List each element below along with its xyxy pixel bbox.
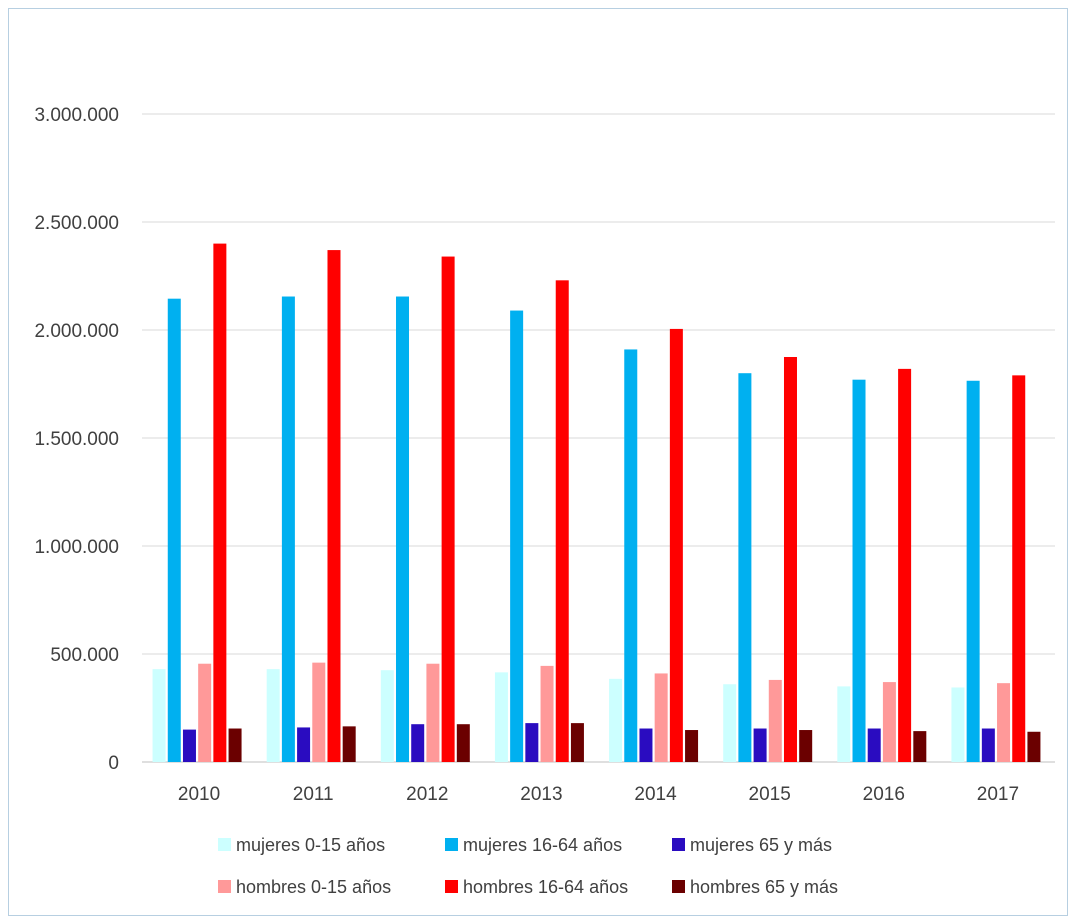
bar — [327, 250, 341, 762]
legend-label: hombres 0-15 años — [236, 877, 391, 897]
bar — [867, 728, 881, 762]
bar — [966, 380, 980, 762]
y-tick-label: 1.500.000 — [34, 429, 119, 450]
gridlines — [142, 113, 1055, 763]
bar — [1027, 731, 1041, 762]
bar — [396, 296, 410, 762]
bar — [639, 728, 653, 762]
bar — [799, 730, 813, 762]
bar — [624, 349, 638, 762]
bar — [297, 727, 311, 762]
bar — [852, 379, 866, 762]
legend-label: mujeres 0-15 años — [236, 835, 385, 855]
bar — [981, 728, 995, 762]
bar — [266, 669, 280, 762]
x-tick-label: 2016 — [863, 784, 905, 805]
bar — [738, 373, 752, 762]
legend-swatch — [672, 880, 685, 893]
y-tick-label: 2.000.000 — [34, 321, 119, 342]
bar — [167, 298, 181, 762]
bars — [152, 243, 1041, 763]
bar — [525, 723, 539, 762]
bar — [837, 686, 851, 762]
bar — [753, 728, 767, 762]
legend-label: mujeres 16-64 años — [463, 835, 622, 855]
bar — [228, 728, 242, 762]
legend-swatch — [672, 838, 685, 851]
bar — [380, 670, 394, 762]
bar — [997, 683, 1011, 762]
bar — [951, 687, 965, 762]
bar — [1012, 375, 1026, 762]
y-axis-tick-labels: 0 500.000 1.000.000 1.500.000 2.000.000 2.500… — [34, 105, 119, 774]
bar — [913, 731, 927, 762]
bar — [456, 724, 470, 762]
legend-swatch — [218, 838, 231, 851]
chart-frame — [8, 8, 1068, 916]
legend-label: hombres 16-64 años — [463, 877, 628, 897]
bar — [494, 672, 508, 762]
y-tick-label: 2.500.000 — [34, 213, 119, 234]
y-tick-label: 1.000.000 — [34, 537, 119, 558]
bar — [213, 243, 227, 763]
bar — [441, 256, 455, 762]
legend-label: mujeres 65 y más — [690, 835, 832, 855]
x-tick-label: 2011 — [293, 784, 334, 805]
bar — [669, 328, 683, 762]
y-tick-label: 500.000 — [50, 645, 119, 666]
bar — [312, 662, 326, 762]
bar — [510, 310, 524, 762]
bar — [570, 723, 584, 762]
bar — [555, 280, 569, 762]
bar — [654, 673, 668, 762]
legend-label: hombres 65 y más — [690, 877, 838, 897]
bar — [882, 682, 896, 762]
bar — [342, 726, 356, 762]
x-tick-label: 2014 — [634, 784, 677, 805]
legend-swatch — [445, 838, 458, 851]
x-tick-label: 2012 — [406, 784, 448, 805]
x-tick-label: 2010 — [178, 784, 220, 805]
bar — [768, 679, 782, 762]
x-tick-label: 2013 — [520, 784, 562, 805]
y-tick-label: 0 — [108, 753, 119, 774]
x-tick-label: 2017 — [977, 784, 1019, 805]
x-tick-label: 2015 — [749, 784, 791, 805]
legend: mujeres 0-15 años mujeres 16-64 años mujer… — [218, 835, 838, 897]
bar — [152, 669, 166, 762]
bar — [411, 724, 425, 762]
x-axis-tick-labels: 2010 2011 2012 2013 2014 2015 2016 2017 — [178, 784, 1019, 805]
bar — [540, 665, 554, 762]
bar — [281, 296, 295, 762]
bar — [685, 730, 699, 762]
bar — [783, 357, 797, 762]
y-tick-label: 3.000.000 — [34, 105, 119, 126]
legend-swatch — [218, 880, 231, 893]
bar — [426, 663, 440, 762]
legend-swatch — [445, 880, 458, 893]
bar — [723, 684, 737, 762]
bar — [609, 678, 623, 762]
bar — [182, 729, 196, 762]
bar — [898, 368, 912, 762]
bar — [198, 663, 212, 762]
